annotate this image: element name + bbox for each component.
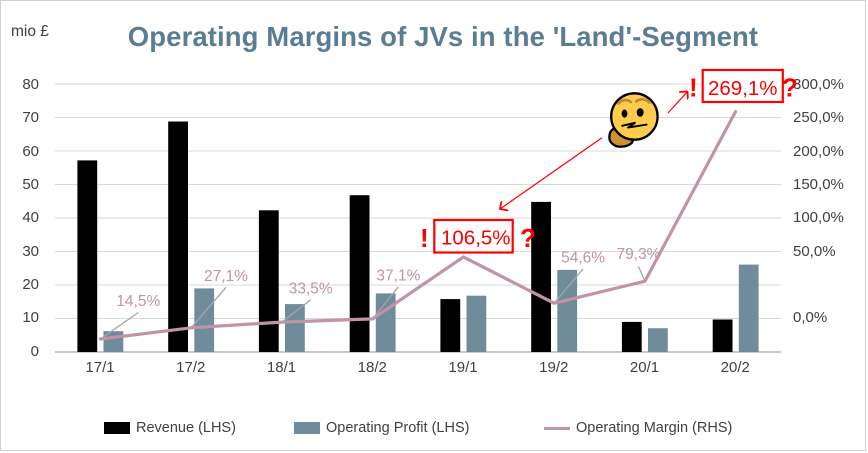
svg-text:269,1%: 269,1% (708, 77, 778, 100)
svg-text:79,3%: 79,3% (617, 246, 661, 263)
svg-text:37,1%: 37,1% (376, 267, 420, 284)
svg-text:54,6%: 54,6% (561, 249, 605, 266)
svg-text:?: ? (520, 223, 536, 253)
svg-text:33,5%: 33,5% (289, 280, 333, 297)
svg-text:14,5%: 14,5% (116, 293, 160, 310)
svg-text:!: ! (689, 73, 698, 103)
svg-text:!: ! (420, 223, 429, 253)
svg-text:106,5%: 106,5% (441, 227, 511, 250)
svg-text:27,1%: 27,1% (204, 268, 248, 285)
